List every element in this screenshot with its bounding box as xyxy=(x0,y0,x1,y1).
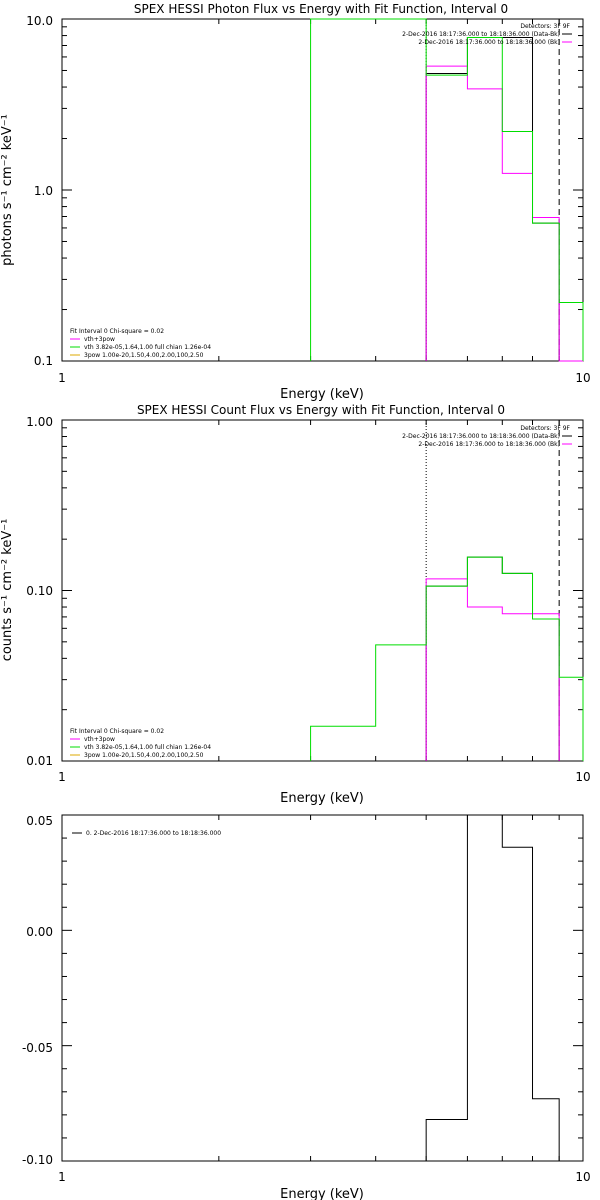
residuals-ytick-m010: -0.10 xyxy=(22,1153,53,1167)
count-flux-ticks xyxy=(62,420,583,762)
residuals-xtick-10: 10 xyxy=(575,1170,590,1184)
count-flux-legend-vth: vth 3.82e-05,1.64,1.00 full chian 1.26e-… xyxy=(84,744,211,751)
photon-flux-xlabel: Energy (keV) xyxy=(280,387,364,402)
count-flux-ytick-top: 1.00 xyxy=(26,415,53,429)
photon-flux-frame xyxy=(61,18,584,362)
count-flux-legend-fit: Fit Interval 0 Chi-square = 0.02 xyxy=(70,728,164,735)
count-flux-header-bk: 2-Dec-2016 18:17:36.000 to 18:18:36.000 … xyxy=(418,441,560,448)
series-0-step-line xyxy=(425,814,560,1161)
count-flux-title: SPEX HESSI Count Flux vs Energy with Fit… xyxy=(137,403,505,417)
series-1-step-line xyxy=(425,578,560,761)
residuals-ytick-005: 0.05 xyxy=(26,814,53,828)
series-0-step-line xyxy=(425,556,560,761)
photon-flux-fit-bounds xyxy=(425,19,560,361)
photon-flux-ylabel: photons s⁻¹ cm⁻² keV⁻¹ xyxy=(0,114,15,266)
series-2-step-line xyxy=(310,556,584,761)
photon-flux-ytick-top: 10.0 xyxy=(26,14,53,28)
count-flux-series xyxy=(310,556,584,761)
residuals-ytick-000: 0.00 xyxy=(26,925,53,939)
photon-flux-header-databk: 2-Dec-2016 18:17:36.000 to 18:18:36.000 … xyxy=(402,31,560,38)
count-flux-ytick-mid: 0.10 xyxy=(26,584,53,598)
count-flux-frame xyxy=(61,419,584,762)
photon-flux-legend-3pow: 3pow 1.00e-20,1.50,4.00,2.00,100,2.50 xyxy=(84,352,204,359)
residuals-ticks xyxy=(62,814,583,1162)
residuals-ytick-m005: -0.05 xyxy=(22,1041,53,1055)
photon-flux-ytick-bottom: 0.1 xyxy=(34,354,53,368)
photon-flux-header-detectors: Detectors: 3F 9F xyxy=(520,23,570,30)
count-flux-panel: SPEX HESSI Count Flux vs Energy with Fit… xyxy=(0,403,591,806)
photon-flux-xtick-1: 1 xyxy=(58,371,66,385)
count-flux-fit-bounds xyxy=(425,420,560,761)
series-2-step-line xyxy=(310,18,584,361)
count-flux-legend-model: vth+3pow xyxy=(84,736,115,743)
count-flux-ylabel: counts s⁻¹ cm⁻² keV⁻¹ xyxy=(0,519,15,662)
photon-flux-legend-vth: vth 3.82e-05,1.64,1.00 full chian 1.26e-… xyxy=(84,344,211,351)
count-flux-xtick-10: 10 xyxy=(575,770,590,784)
count-flux-xlabel: Energy (keV) xyxy=(280,791,364,806)
count-flux-legend-3pow: 3pow 1.00e-20,1.50,4.00,2.00,100,2.50 xyxy=(84,752,204,759)
photon-flux-xtick-10: 10 xyxy=(575,371,590,385)
count-flux-header-databk: 2-Dec-2016 18:17:36.000 to 18:18:36.000 … xyxy=(402,433,560,440)
photon-flux-panel: SPEX HESSI Photon Flux vs Energy with Fi… xyxy=(0,2,591,402)
residuals-frame xyxy=(61,814,584,1162)
residuals-xlabel: Energy (keV) xyxy=(280,1187,364,1200)
photon-flux-legend-model: vth+3pow xyxy=(84,336,115,343)
photon-flux-title: SPEX HESSI Photon Flux vs Energy with Fi… xyxy=(134,2,508,16)
residuals-series xyxy=(425,814,560,1161)
count-flux-xtick-1: 1 xyxy=(58,770,66,784)
photon-flux-header-bk: 2-Dec-2016 18:17:36.000 to 18:18:36.000 … xyxy=(418,39,560,46)
count-flux-ytick-bottom: 0.01 xyxy=(26,754,53,768)
photon-flux-ytick-mid: 1.0 xyxy=(34,184,53,198)
residuals-legend-label: 0. 2-Dec-2016 18:17:36.000 to 18:18:36.0… xyxy=(86,830,221,837)
photon-flux-legend-fit: Fit Interval 0 Chi-square = 0.02 xyxy=(70,328,164,335)
photon-flux-ticks xyxy=(62,19,583,362)
photon-flux-series xyxy=(310,18,584,362)
series-0-step-line xyxy=(425,36,560,361)
residuals-xtick-1: 1 xyxy=(58,1170,66,1184)
residuals-panel: 0.05 0.00 -0.05 -0.10 1 10 Energy (keV) … xyxy=(22,814,591,1200)
count-flux-header-detectors: Detectors: 3F 9F xyxy=(520,425,570,432)
